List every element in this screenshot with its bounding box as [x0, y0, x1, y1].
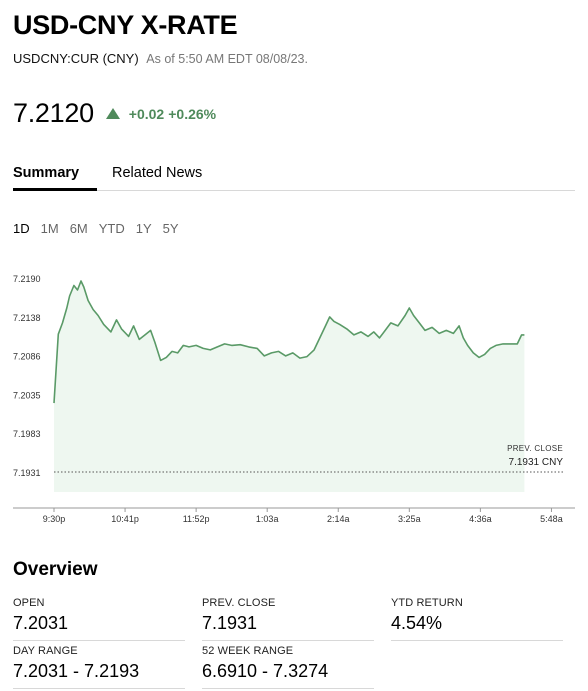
tab-related-news[interactable]: Related News [112, 165, 203, 181]
up-triangle-icon [105, 108, 120, 119]
change-percent: +0.26% [168, 105, 217, 122]
time-range-selector: 1D 1M 6M YTD 1Y 5Y [13, 221, 190, 236]
stat-label: OPEN [13, 597, 45, 609]
stat-value: 7.2031 - 7.2193 [13, 661, 185, 689]
page-title: USD-CNY X-RATE [13, 10, 238, 40]
change-value: +0.02 [128, 105, 165, 122]
x-tick-label: 10:41p [111, 514, 139, 524]
x-tick-label: 5:48a [540, 514, 563, 524]
stat-label: PREV. CLOSE [202, 597, 276, 609]
y-tick-label: 7.2138 [13, 313, 41, 323]
x-tick-label: 9:30p [43, 514, 66, 524]
stat-label: YTD RETURN [391, 597, 463, 609]
y-tick-label: 7.2035 [13, 390, 41, 400]
stat-value: 4.54% [391, 613, 563, 641]
x-tick-label: 1:03a [256, 514, 279, 524]
stat-value: 7.2031 [13, 613, 185, 641]
price-line [53, 280, 525, 404]
range-1m[interactable]: 1M [40, 221, 59, 236]
stat-value: 6.6910 - 7.3274 [202, 661, 374, 689]
prev-close-label: PREV. CLOSE [507, 444, 563, 453]
x-tick-label: 4:36a [469, 514, 492, 524]
y-tick-label: 7.2086 [13, 352, 41, 362]
stat-open: OPEN 7.2031 [13, 597, 185, 641]
range-5y[interactable]: 5Y [162, 221, 179, 236]
x-tick-label: 3:25a [398, 514, 421, 524]
last-price: 7.2120 [13, 98, 94, 128]
y-tick-label: 7.1931 [13, 468, 41, 478]
stat-day-range: DAY RANGE 7.2031 - 7.2193 [13, 645, 185, 689]
stat-52-week-range: 52 WEEK RANGE 6.6910 - 7.3274 [202, 645, 374, 689]
stat-value: 7.1931 [202, 613, 374, 641]
price-area [54, 281, 525, 492]
price-change: +0.02 +0.26% [105, 105, 217, 122]
range-1d[interactable]: 1D [13, 221, 30, 236]
stat-label: DAY RANGE [13, 645, 78, 657]
y-tick-label: 7.2190 [13, 274, 41, 284]
x-tick-label: 11:52p [183, 514, 210, 524]
x-tick-label: 2:14a [327, 514, 350, 524]
overview-title: Overview [13, 559, 98, 580]
tab-summary[interactable]: Summary [13, 165, 97, 191]
price-row: 7.2120 +0.02 +0.26% [13, 98, 216, 129]
stat-prev-close: PREV. CLOSE 7.1931 [202, 597, 374, 641]
stat-label: 52 WEEK RANGE [202, 645, 294, 657]
stat-ytd-return: YTD RETURN 4.54% [391, 597, 563, 641]
quote-subline: USDCNY:CUR (CNY) As of 5:50 AM EDT 08/08… [13, 51, 308, 66]
as-of-timestamp: As of 5:50 AM EDT 08/08/23. [146, 52, 308, 66]
range-1y[interactable]: 1Y [135, 221, 152, 236]
y-tick-label: 7.1983 [13, 429, 41, 439]
range-ytd[interactable]: YTD [98, 221, 125, 236]
ticker-symbol: USDCNY:CUR (CNY) [13, 51, 139, 66]
range-6m[interactable]: 6M [69, 221, 88, 236]
price-chart[interactable]: 7.2190 7.2138 7.2086 7.2035 7.1983 7.1931 PREV… [0, 262, 588, 532]
tab-bar: Summary Related News [13, 160, 575, 191]
prev-close-value: 7.1931 CNY [509, 457, 564, 468]
